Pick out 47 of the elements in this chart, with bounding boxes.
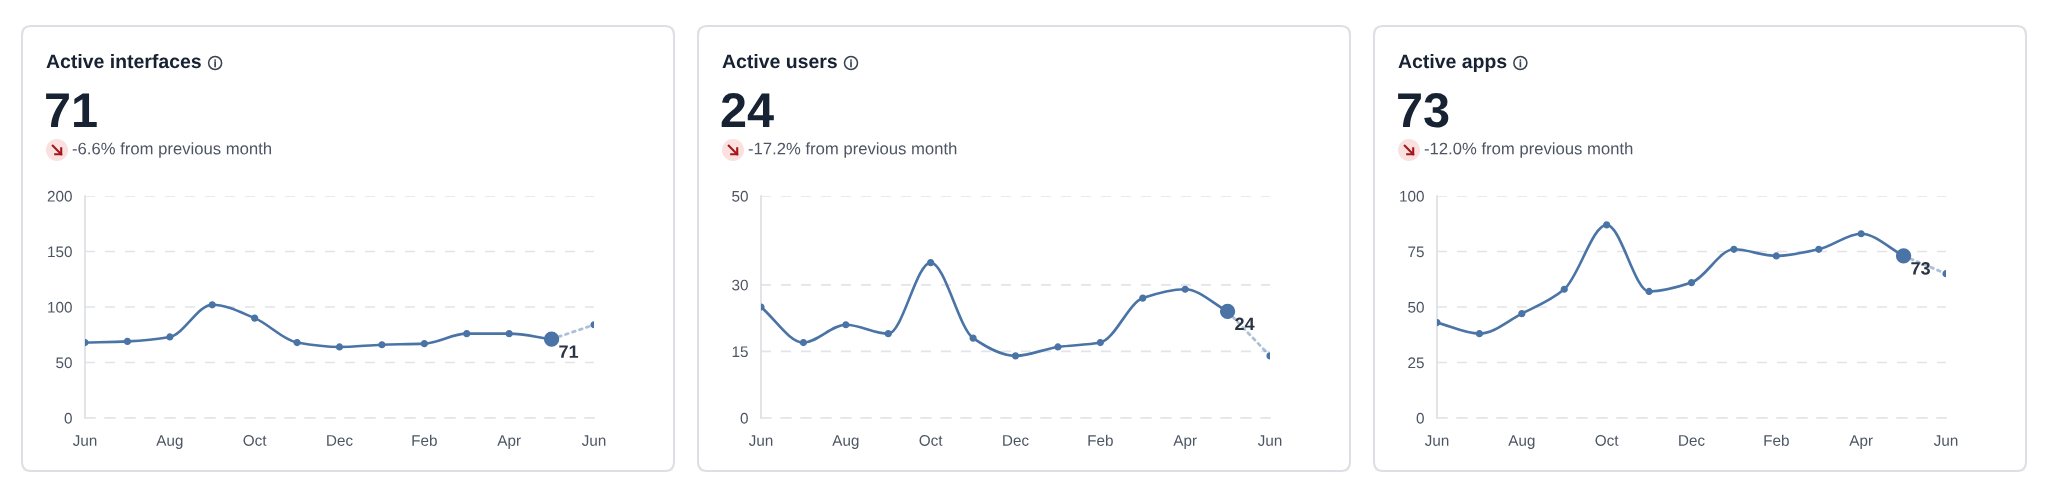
y-tick-label: 150 <box>48 246 72 258</box>
x-tick-label: Feb <box>1088 434 1113 446</box>
x-tick-label: Apr <box>1173 435 1197 449</box>
y-tick-label: 15 <box>732 346 748 358</box>
y-tick-label: 200 <box>47 190 72 202</box>
x-tick-label: Jun <box>748 435 773 446</box>
y-tick-label: 0 <box>740 412 748 424</box>
x-tick-label: Jun <box>1257 435 1282 446</box>
y-tick-label: 100 <box>1400 190 1424 202</box>
y-tick-label: 75 <box>1408 246 1424 258</box>
chart-title: Active apps <box>1398 53 1507 73</box>
y-tick-label: 30 <box>732 279 748 291</box>
data-label: 71 <box>559 345 579 358</box>
x-tick-label: Feb <box>412 434 437 446</box>
x-tick-label: Oct <box>243 435 267 446</box>
text: -17.2% from previous month <box>748 142 957 158</box>
chart-title: Active interfaces <box>46 53 201 69</box>
chart-subtitle: 73 <box>1398 93 1449 128</box>
x-tick-label: Feb <box>1764 434 1789 446</box>
y-tick-label: 0 <box>1416 412 1424 424</box>
y-tick-label: 25 <box>1408 357 1424 369</box>
chart-title: Active users <box>722 53 837 69</box>
x-tick-label: Dec <box>1679 435 1705 446</box>
x-tick-label: Aug <box>832 435 859 449</box>
text: -12.0% from previous month <box>1424 142 1633 158</box>
x-tick-label: Oct <box>919 435 943 446</box>
y-tick-label: 50 <box>1408 301 1424 313</box>
x-tick-label: Oct <box>1595 435 1619 446</box>
x-tick-label: Jun <box>581 435 606 446</box>
x-tick-label: Aug <box>1508 435 1535 449</box>
data-label: 73 <box>1911 261 1930 275</box>
data-label: 24 <box>1235 317 1255 331</box>
y-tick-label: 50 <box>56 357 72 369</box>
chart-subtitle: 24 <box>721 93 774 127</box>
x-tick-label: Jun <box>1933 435 1958 446</box>
x-tick-label: Aug <box>156 435 183 449</box>
x-tick-label: Apr <box>497 435 521 449</box>
x-tick-label: Dec <box>1003 435 1029 446</box>
x-tick-label: Apr <box>1849 435 1873 449</box>
y-tick-label: 100 <box>48 301 72 313</box>
x-tick-label: Jun <box>72 435 97 446</box>
x-tick-label: Jun <box>1424 435 1449 446</box>
text: -6.6% from previous month <box>72 142 271 158</box>
y-tick-label: 0 <box>64 412 72 424</box>
x-tick-label: Dec <box>327 435 353 446</box>
y-tick-label: 50 <box>732 190 748 202</box>
chart-subtitle: 71 <box>46 93 97 127</box>
